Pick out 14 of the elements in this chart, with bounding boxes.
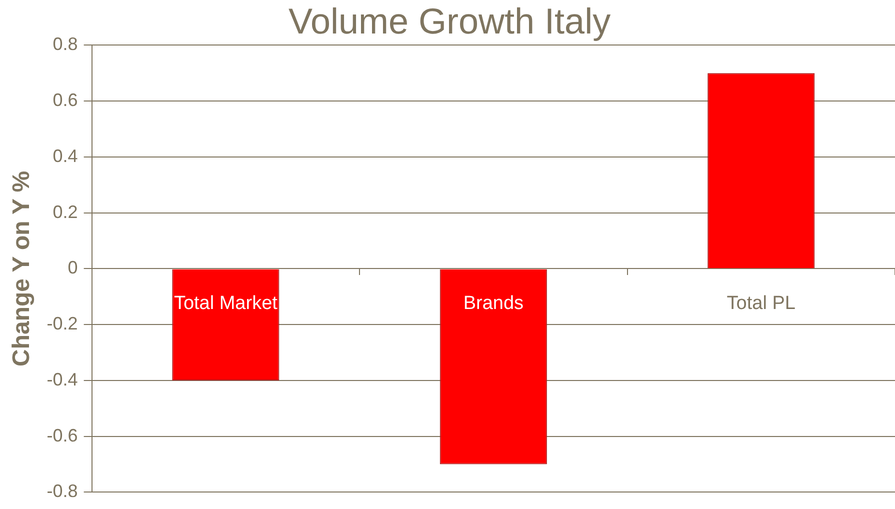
y-axis-title: Change Y on Y % <box>8 170 36 367</box>
y-tick-label: 0.4 <box>52 146 78 166</box>
chart-title: Volume Growth Italy <box>288 0 611 42</box>
x-tick-label: Brands <box>463 292 524 314</box>
y-tick-label: 0 <box>68 258 78 278</box>
y-tick-label: 0.2 <box>52 202 78 222</box>
y-tick-label: 0.8 <box>52 34 78 54</box>
x-tick-label: Total PL <box>726 292 796 314</box>
y-tick-label: -0.8 <box>46 481 78 502</box>
y-tick-label: -0.2 <box>46 314 78 334</box>
y-tick-label: 0.6 <box>52 90 78 110</box>
y-tick-label: -0.4 <box>46 369 78 390</box>
y-tick-label: -0.6 <box>46 425 78 446</box>
x-tick-label: Total Market <box>174 292 278 314</box>
